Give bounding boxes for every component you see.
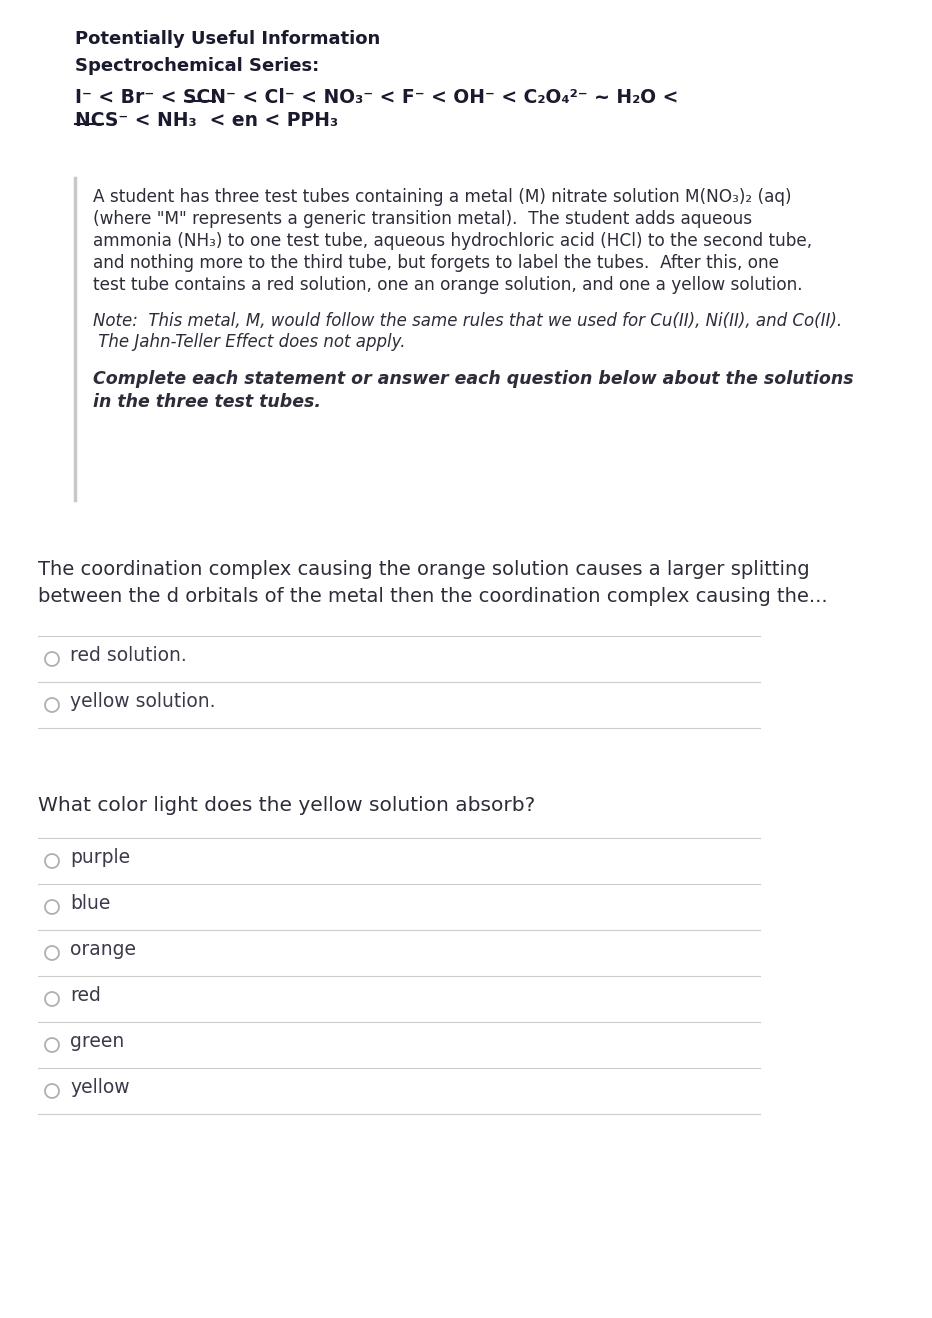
Text: What color light does the yellow solution absorb?: What color light does the yellow solutio… <box>38 796 535 815</box>
Text: orange: orange <box>70 940 136 960</box>
Text: Complete each statement or answer each question below about the solutions: Complete each statement or answer each q… <box>93 370 854 387</box>
Text: and nothing more to the third tube, but forgets to label the tubes.  After this,: and nothing more to the third tube, but … <box>93 254 779 272</box>
Text: in the three test tubes.: in the three test tubes. <box>93 393 321 411</box>
Text: green: green <box>70 1032 124 1050</box>
Text: yellow: yellow <box>70 1078 130 1097</box>
Text: The coordination complex causing the orange solution causes a larger splitting: The coordination complex causing the ora… <box>38 560 810 579</box>
Text: blue: blue <box>70 894 110 913</box>
Text: Note:  This metal, M, would follow the same rules that we used for Cu(II), Ni(II: Note: This metal, M, would follow the sa… <box>93 312 843 330</box>
Text: purple: purple <box>70 847 130 867</box>
Text: yellow solution.: yellow solution. <box>70 692 215 710</box>
Text: I⁻ < Br⁻ < SCN⁻ < Cl⁻ < NO₃⁻ < F⁻ < OH⁻ < C₂O₄²⁻ ~ H₂O <: I⁻ < Br⁻ < SCN⁻ < Cl⁻ < NO₃⁻ < F⁻ < OH⁻ … <box>75 88 678 107</box>
Text: red solution.: red solution. <box>70 646 186 666</box>
Text: NCS⁻ < NH₃  < en < PPH₃: NCS⁻ < NH₃ < en < PPH₃ <box>75 111 338 130</box>
Text: Spectrochemical Series:: Spectrochemical Series: <box>75 57 320 75</box>
Text: between the d orbitals of the metal then the coordination complex causing the...: between the d orbitals of the metal then… <box>38 587 828 606</box>
Text: Potentially Useful Information: Potentially Useful Information <box>75 30 380 47</box>
Text: (where "M" represents a generic transition metal).  The student adds aqueous: (where "M" represents a generic transiti… <box>93 210 752 228</box>
Text: The Jahn-Teller Effect does not apply.: The Jahn-Teller Effect does not apply. <box>93 333 405 351</box>
Text: red: red <box>70 986 101 1006</box>
Text: A student has three test tubes containing a metal (M) nitrate solution M(NO₃)₂ (: A student has three test tubes containin… <box>93 188 791 206</box>
Text: test tube contains a red solution, one an orange solution, and one a yellow solu: test tube contains a red solution, one a… <box>93 275 802 294</box>
Text: ammonia (NH₃) to one test tube, aqueous hydrochloric acid (HCl) to the second tu: ammonia (NH₃) to one test tube, aqueous … <box>93 232 812 250</box>
